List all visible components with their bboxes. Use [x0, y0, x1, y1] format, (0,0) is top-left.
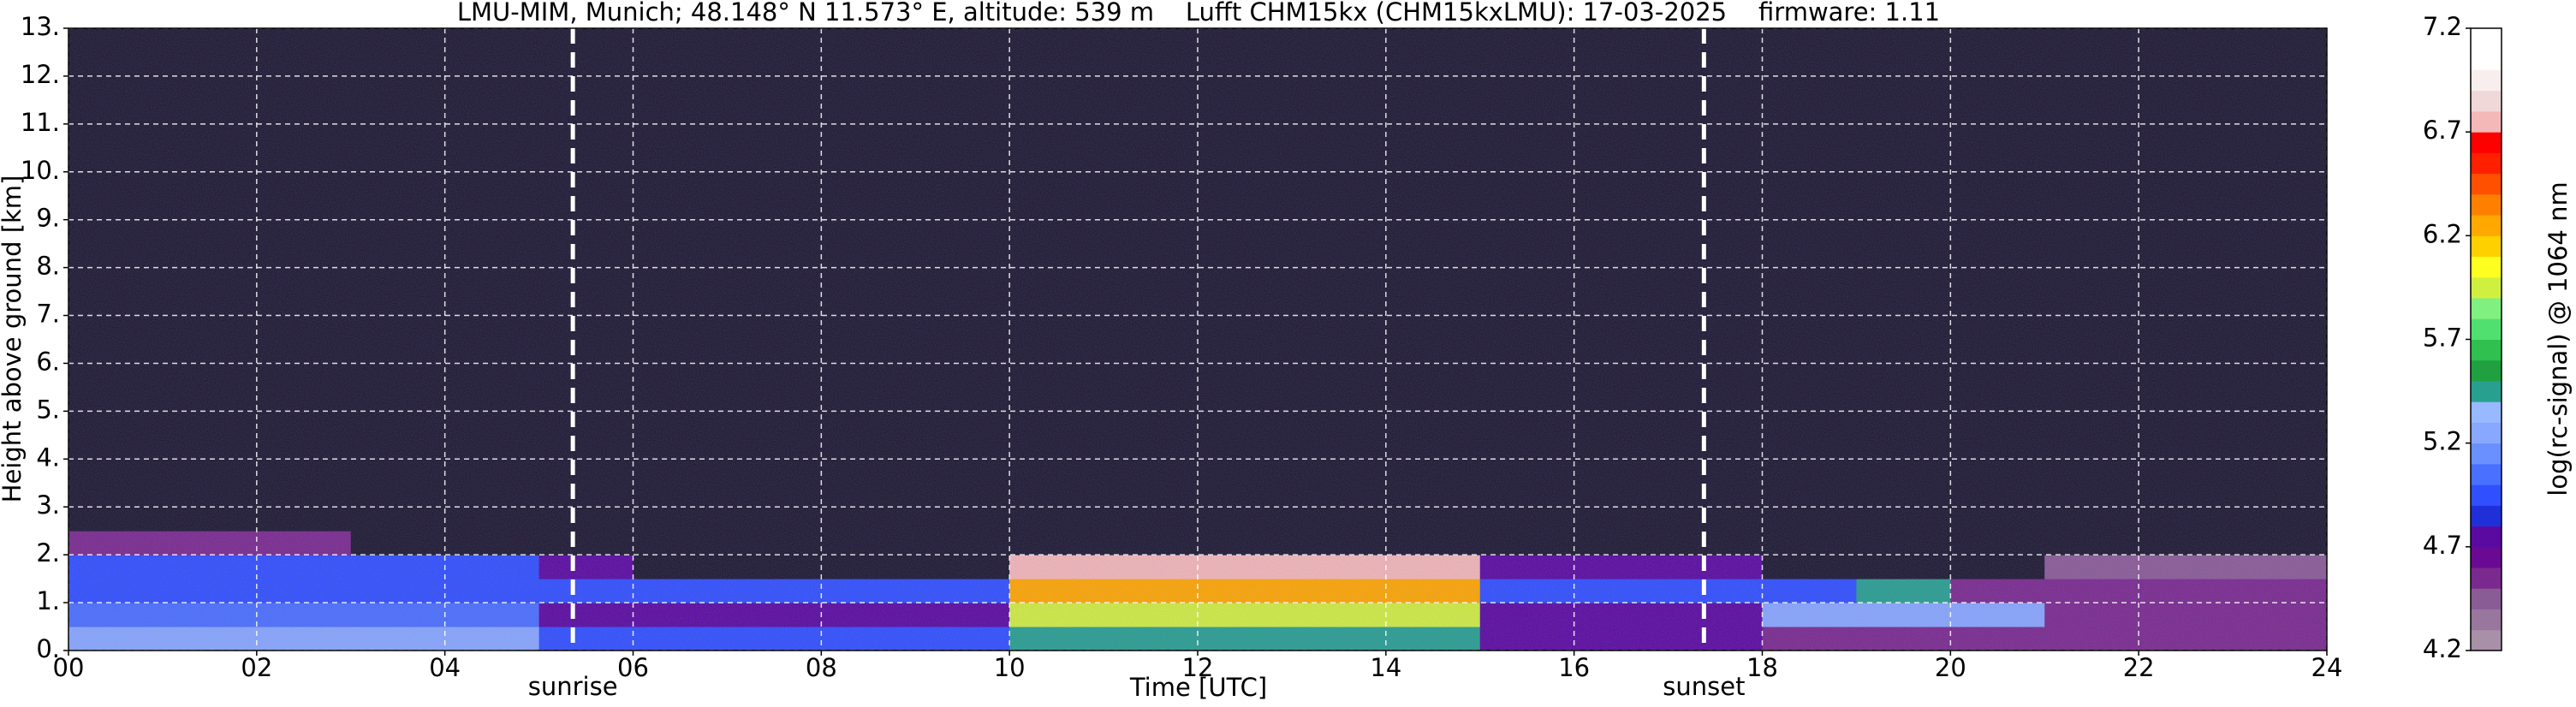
colorbar-segment — [2471, 298, 2502, 319]
x-axis-label: Time [UTC] — [1129, 673, 1267, 702]
y-tick-label: 6. — [36, 347, 60, 376]
colorbar-segment — [2471, 629, 2502, 651]
colorbar-segment — [2471, 110, 2502, 133]
colorbar-segment — [2471, 193, 2502, 216]
colorbar-tick-label: 5.2 — [2423, 427, 2462, 456]
colorbar-segment — [2471, 90, 2502, 112]
x-tick-label: 14 — [1370, 653, 1401, 682]
colorbar-segment — [2471, 318, 2502, 340]
colorbar-segment — [2471, 526, 2502, 548]
x-tick-label: 02 — [241, 653, 272, 682]
colorbar-segment — [2471, 339, 2502, 361]
y-tick-label: 3. — [36, 490, 60, 520]
y-tick-label: 2. — [36, 538, 60, 567]
colorbar-tick-label: 5.7 — [2423, 324, 2462, 353]
colorbar-segment — [2471, 173, 2502, 195]
colorbar-segment — [2471, 401, 2502, 423]
plot-frame — [68, 27, 2328, 651]
y-tick-label: 10. — [21, 156, 60, 185]
colorbar-segment — [2471, 422, 2502, 444]
x-tick-label: 16 — [1558, 653, 1590, 682]
colorbar-segment — [2471, 463, 2502, 485]
y-tick-label: 4. — [36, 443, 60, 472]
y-axis-label: Height above ground [km] — [0, 175, 27, 503]
colorbar-segment — [2471, 235, 2502, 258]
colorbar-tick-label: 6.7 — [2423, 116, 2462, 145]
x-tick-label: 10 — [994, 653, 1026, 682]
colorbar-segment — [2471, 359, 2502, 382]
x-tick-label: 24 — [2311, 653, 2343, 682]
colorbar-tick-label: 6.2 — [2423, 219, 2462, 248]
y-tick-label: 8. — [36, 252, 60, 281]
colorbar-segment — [2471, 609, 2502, 631]
colorbar-segment — [2471, 256, 2502, 278]
x-tick-label: 04 — [429, 653, 461, 682]
y-tick-label: 7. — [36, 300, 60, 329]
colorbar-label: log(rc-signal) @ 1064 nm — [2543, 181, 2573, 496]
colorbar-segment — [2471, 152, 2502, 175]
x-tick-label: 08 — [806, 653, 837, 682]
colorbar-segment — [2471, 380, 2502, 402]
colorbar-segment — [2471, 567, 2502, 589]
x-tick-label: 18 — [1746, 653, 1778, 682]
colorbar-segment — [2471, 28, 2502, 50]
y-tick-label: 5. — [36, 395, 60, 424]
colorbar-segment — [2471, 276, 2502, 299]
colorbar-segment — [2471, 215, 2502, 236]
annotation-label: sunrise — [528, 672, 618, 701]
chart-title: LMU-MIM, Munich; 48.148° N 11.573° E, al… — [457, 0, 1940, 27]
x-tick-label: 22 — [2123, 653, 2155, 682]
colorbar-segment — [2471, 588, 2502, 610]
x-tick-label: 06 — [617, 653, 649, 682]
x-tick-label: 20 — [1935, 653, 1966, 682]
colorbar-tick-label: 7.2 — [2423, 12, 2462, 41]
colorbar-segment — [2471, 505, 2502, 527]
colorbar-tick-label: 4.2 — [2423, 634, 2462, 663]
x-tick-label: 12 — [1182, 653, 1214, 682]
colorbar-segment — [2471, 69, 2502, 92]
colorbar-segment — [2471, 49, 2502, 70]
y-tick-label: 9. — [36, 204, 60, 233]
colorbar-segment — [2471, 546, 2502, 568]
y-tick-label: 1. — [36, 586, 60, 615]
colorbar-tick-label: 4.7 — [2423, 531, 2462, 560]
x-tick-label: 00 — [53, 653, 85, 682]
y-tick-label: 13. — [21, 12, 60, 41]
annotation-label: sunset — [1663, 672, 1745, 701]
y-tick-label: 12. — [21, 60, 60, 89]
colorbar-segment — [2471, 132, 2502, 153]
colorbar-segment — [2471, 443, 2502, 465]
colorbar-segment — [2471, 484, 2502, 506]
y-tick-label: 0. — [36, 634, 60, 663]
y-tick-label: 11. — [21, 108, 60, 137]
